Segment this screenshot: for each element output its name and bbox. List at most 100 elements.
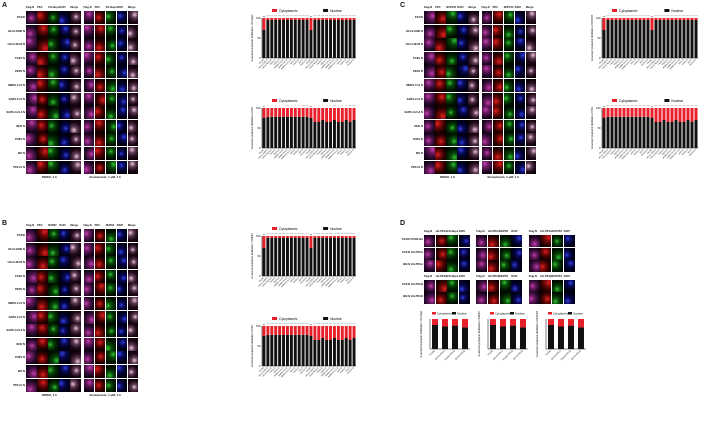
column-header: DAPI <box>59 224 66 227</box>
bar-nuclear <box>618 20 622 58</box>
bar-cytoplasmic <box>694 108 698 120</box>
bar-nuclear <box>578 327 584 349</box>
bar-nuclear <box>262 118 266 148</box>
x-tick-label: IBV N <box>346 277 352 283</box>
x-tick-label: PHEV N <box>340 367 347 374</box>
micrograph-cell <box>70 65 81 79</box>
x-tick-label: HCoV-NL63 N <box>262 277 273 288</box>
bar-cytoplasmic <box>297 236 301 238</box>
bar-nuclear <box>301 20 305 58</box>
bar-nuclear <box>293 116 297 148</box>
tick-label: 50 <box>598 36 601 40</box>
micrograph-cell <box>468 38 479 52</box>
micrograph-cell <box>481 92 492 106</box>
bar-nuclear <box>686 20 690 58</box>
tick-label: 100 <box>596 106 601 110</box>
x-tick-label: SARS-CoV N <box>278 58 289 69</box>
significance-label: **** <box>321 324 324 326</box>
significance-label: ns <box>310 234 312 236</box>
bar-nuclear <box>694 120 698 148</box>
micrograph-cell <box>468 51 479 65</box>
micrograph-cell <box>83 106 94 120</box>
x-tick-label: PHEV N <box>634 59 641 66</box>
bar-nuclear <box>548 325 554 349</box>
bar-cytoplasmic <box>289 108 293 117</box>
bar-nuclear <box>602 118 606 148</box>
micrograph-cell <box>26 79 37 92</box>
x-tick-label: PDCoV N <box>347 277 355 285</box>
micrograph-cell <box>26 51 37 65</box>
micrograph-cell <box>457 119 468 133</box>
bar-cytoplasmic <box>305 108 309 117</box>
significance-label: ** <box>342 106 344 108</box>
bar-cytoplasmic <box>262 326 266 336</box>
row-label: SARS-CoV N <box>8 315 25 319</box>
micrograph-cell <box>435 119 446 133</box>
column-header: DAPI <box>458 274 465 278</box>
bar-nuclear <box>297 20 301 58</box>
micrograph-cell <box>83 147 94 160</box>
row-label: HCoV-229E N <box>7 29 25 33</box>
significance-label: **** <box>298 234 301 236</box>
micrograph-cell <box>48 256 59 270</box>
bar-nuclear <box>606 20 610 58</box>
bar-nuclear <box>313 238 317 276</box>
significance-label: **** <box>658 16 661 18</box>
micrograph-cell <box>116 160 128 174</box>
bar-cytoplasmic <box>329 18 333 20</box>
caption-enzastaurin: Enzastaurin, 1 μM, 1 h <box>89 175 122 180</box>
micrograph-cell <box>48 51 59 65</box>
column-header: Flag-N <box>424 274 433 278</box>
tick-label: 100 <box>256 234 261 238</box>
significance-label: **** <box>313 16 316 18</box>
x-tick-label: PEDV N <box>274 149 281 156</box>
bar-cytoplasmic <box>332 326 336 338</box>
bar-cytoplasmic <box>352 326 356 338</box>
micrograph-cell <box>37 283 48 297</box>
bar-nuclear <box>274 238 278 276</box>
bar-cytoplasmic <box>578 319 584 328</box>
significance-label: **** <box>610 106 613 108</box>
bar-cytoplasmic <box>352 108 356 120</box>
bar-nuclear <box>650 118 654 148</box>
legend-label: Nuclear <box>330 317 343 321</box>
bar-nuclear <box>344 120 348 148</box>
bar-cytoplasmic <box>325 108 329 122</box>
bar-cytoplasmic <box>321 236 325 238</box>
significance-label: *** <box>333 234 336 236</box>
micrograph-cell <box>105 256 117 270</box>
micrograph-cell <box>94 147 106 160</box>
micrograph-cell <box>94 79 106 92</box>
significance-label: **** <box>274 234 277 236</box>
significance-label: **** <box>305 324 308 326</box>
micrograph-cell <box>83 324 94 338</box>
micrograph-cell <box>37 38 48 52</box>
x-tick-label: HCoV-229E N <box>258 277 269 288</box>
legend-label: Nuclear <box>573 312 583 316</box>
significance-label: **** <box>317 234 320 236</box>
micrograph-cell <box>457 106 468 120</box>
bar-nuclear <box>282 116 286 148</box>
micrograph-cell <box>514 160 526 174</box>
caption-dmso: DMSO, 1 h <box>42 393 58 398</box>
micrograph-cell <box>540 279 552 292</box>
micrograph-cell <box>458 292 470 305</box>
bar-cytoplasmic <box>297 108 301 117</box>
bar-nuclear <box>642 20 646 58</box>
micrograph-cell <box>563 235 575 247</box>
bar-nuclear <box>305 334 309 366</box>
micrograph-cell <box>552 235 563 247</box>
significance-label: **** <box>670 106 673 108</box>
bar-cytoplasmic <box>266 326 270 335</box>
micrograph-cell <box>511 235 523 247</box>
micrograph-cell <box>446 133 457 147</box>
micrograph-cell <box>83 365 94 378</box>
micrograph-cell <box>48 337 59 351</box>
micrograph-cell <box>446 65 457 79</box>
significance-label: **** <box>317 324 320 326</box>
micrograph-cell <box>446 119 457 133</box>
x-tick-label: MERS-CoV N <box>274 59 285 70</box>
bar-nuclear <box>432 325 438 349</box>
micrograph-cell <box>94 324 106 338</box>
row-label: MERS-CoV N <box>8 84 25 87</box>
